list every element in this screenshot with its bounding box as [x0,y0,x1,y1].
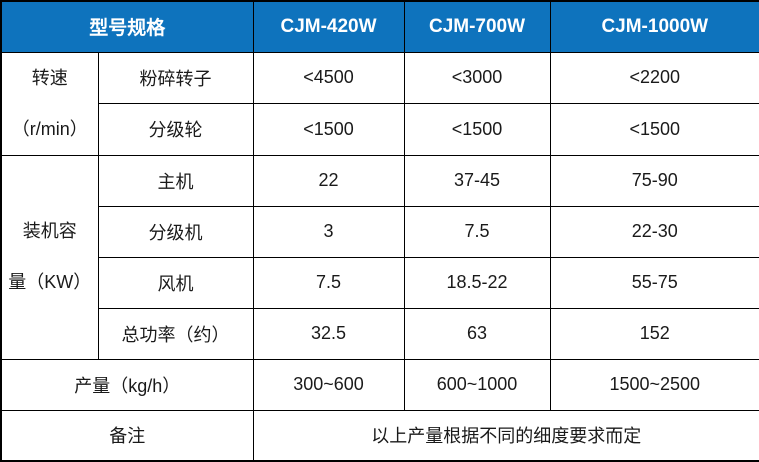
group-installed-power-line2: 量（KW） [8,272,92,292]
speed-crushing-rotor-420w: <4500 [252,51,405,104]
table-row: 备注 以上产量根据不同的细度要求而定 [0,409,759,462]
row-label-classifier: 分级机 [97,205,254,258]
capacity-1000w: 1500~2500 [549,358,759,411]
capacity-700w: 600~1000 [403,358,551,411]
capacity-420w: 300~600 [252,358,405,411]
header-model-cjm1000w: CJM-1000W [549,0,759,53]
speed-classifier-wheel-420w: <1500 [252,103,405,156]
header-spec-label: 型号规格 [0,0,254,53]
power-main-machine-420w: 22 [252,154,405,207]
table-row: 转速 （r/min） 粉碎转子 <4500 <3000 <2200 [0,51,759,156]
row-label-main-machine: 主机 [97,154,254,207]
group-speed: 转速 （r/min） [0,51,99,156]
power-classifier-700w: 7.5 [403,205,551,258]
header-model-cjm420w: CJM-420W [252,0,405,53]
speed-crushing-rotor-700w: <3000 [403,51,551,104]
speed-classifier-wheel-1000w: <1500 [549,103,759,156]
header-model-cjm700w: CJM-700W [403,0,551,53]
table-row: 分级轮 <1500 <1500 <1500 [1,103,759,156]
table-row: 总功率（约） 32.5 63 152 [1,307,759,360]
group-installed-power: 装机容 量（KW） [0,154,99,360]
row-label-total-power: 总功率（约） [97,307,254,360]
table-row: 风机 7.5 18.5-22 55-75 [1,256,759,309]
power-classifier-1000w: 22-30 [549,205,759,258]
power-fan-1000w: 55-75 [549,256,759,309]
power-main-machine-700w: 37-45 [403,154,551,207]
speed-crushing-rotor-1000w: <2200 [549,51,759,104]
power-total-700w: 63 [403,307,551,360]
row-label-capacity: 产量（kg/h） [0,358,254,411]
power-main-machine-1000w: 75-90 [549,154,759,207]
speed-classifier-wheel-700w: <1500 [403,103,551,156]
table-row: 产量（kg/h） 300~600 600~1000 1500~2500 [0,358,759,411]
row-label-remark: 备注 [0,409,254,462]
table-row: 装机容 量（KW） 主机 22 37-45 75-90 [0,154,759,360]
group-speed-line2: （r/min） [11,118,88,139]
row-label-crushing-rotor: 粉碎转子 [97,51,254,104]
power-fan-700w: 18.5-22 [403,256,551,309]
power-total-420w: 32.5 [252,307,405,360]
power-total-1000w: 152 [549,307,759,360]
table-header-row: 型号规格 CJM-420W CJM-700W CJM-1000W [0,0,759,53]
power-fan-420w: 7.5 [252,256,405,309]
remark-text: 以上产量根据不同的细度要求而定 [252,409,759,462]
row-label-fan: 风机 [97,256,254,309]
group-installed-power-line1: 装机容 [22,221,77,241]
group-speed-line1: 转速 [31,67,68,88]
row-label-classifier-wheel: 分级轮 [97,103,254,156]
table-row: 分级机 3 7.5 22-30 [1,205,759,258]
power-classifier-420w: 3 [252,205,405,258]
